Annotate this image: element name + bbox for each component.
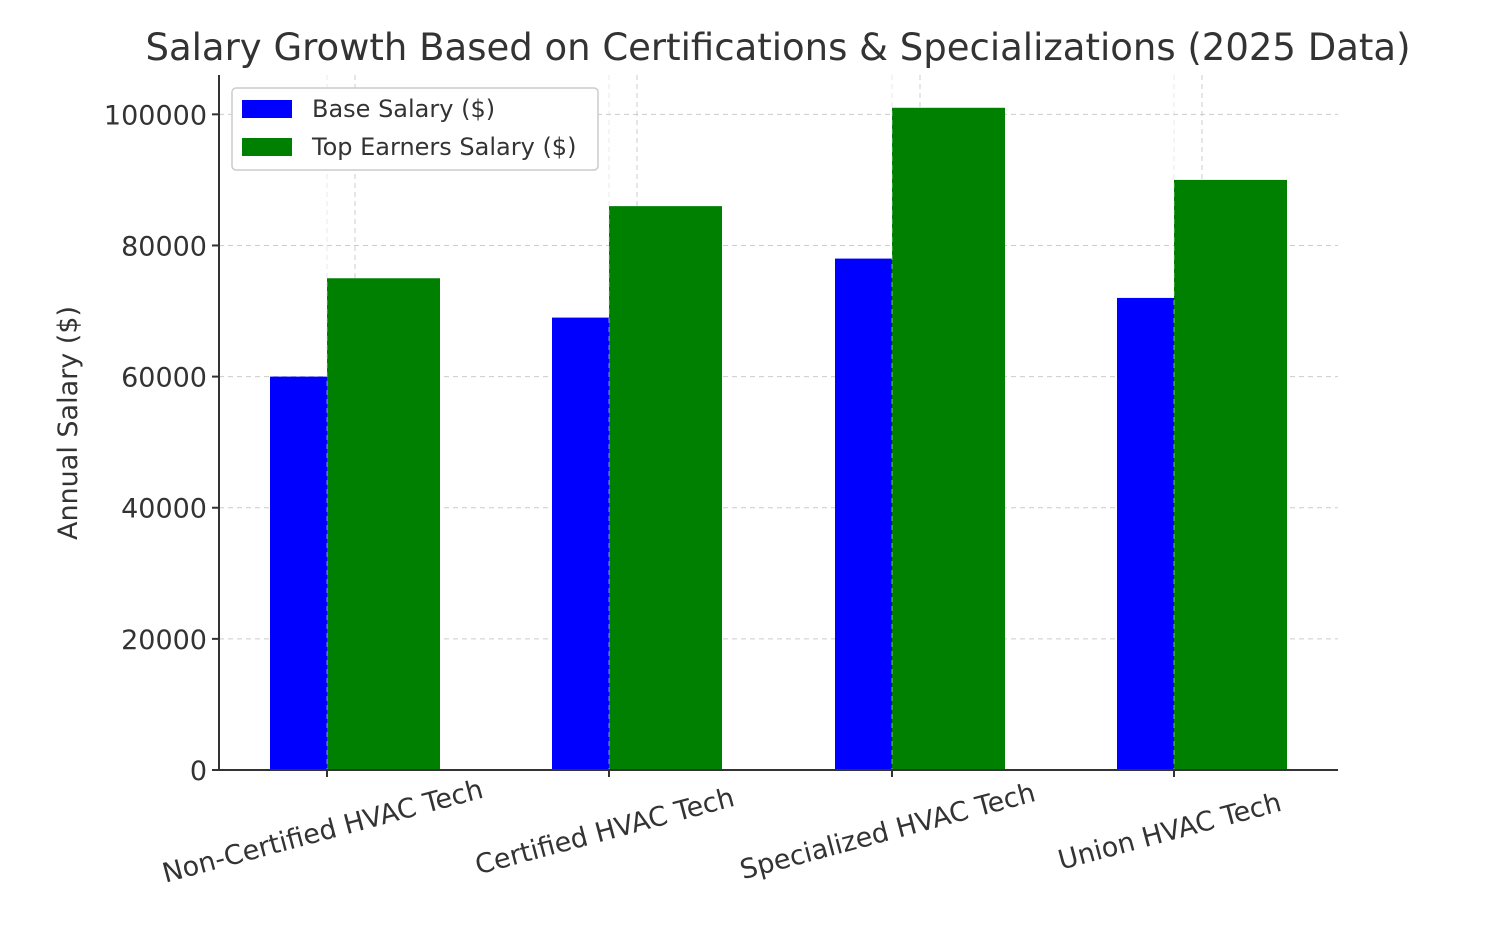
bars (270, 75, 1287, 771)
y-tick-label: 100000 (104, 100, 207, 131)
x-tick-label: Union HVAC Tech (1055, 787, 1285, 876)
legend-box (231, 87, 599, 171)
x-tick-label: Certified HVAC Tech (472, 782, 738, 881)
y-tick-labels: 0 20000 40000 60000 80000 100000 (104, 100, 207, 787)
legend-swatch (242, 100, 292, 118)
legend-label: Base Salary ($) (312, 95, 495, 123)
y-tick-label: 0 (190, 756, 207, 787)
y-tick-label: 60000 (121, 363, 207, 394)
y-axis-label: Annual Salary ($) (53, 306, 84, 540)
axes (212, 75, 1338, 777)
x-tick-label: Specialized HVAC Tech (737, 777, 1039, 886)
y-tick-label: 20000 (121, 625, 207, 656)
x-tick-label: Non-Certified HVAC Tech (159, 774, 486, 889)
legend-swatch (242, 138, 292, 156)
chart-title: Salary Growth Based on Certifications & … (145, 26, 1410, 69)
legend-label: Top Earners Salary ($) (311, 133, 576, 161)
y-tick-label: 80000 (121, 231, 207, 262)
top-earners-bar (1174, 179, 1287, 771)
top-earners-bar (327, 278, 440, 770)
top-earners-bar (892, 107, 1005, 770)
y-tick-label: 40000 (121, 494, 207, 525)
top-earners-bar (609, 206, 722, 770)
legend: Base Salary ($) Top Earners Salary ($) (231, 87, 599, 171)
